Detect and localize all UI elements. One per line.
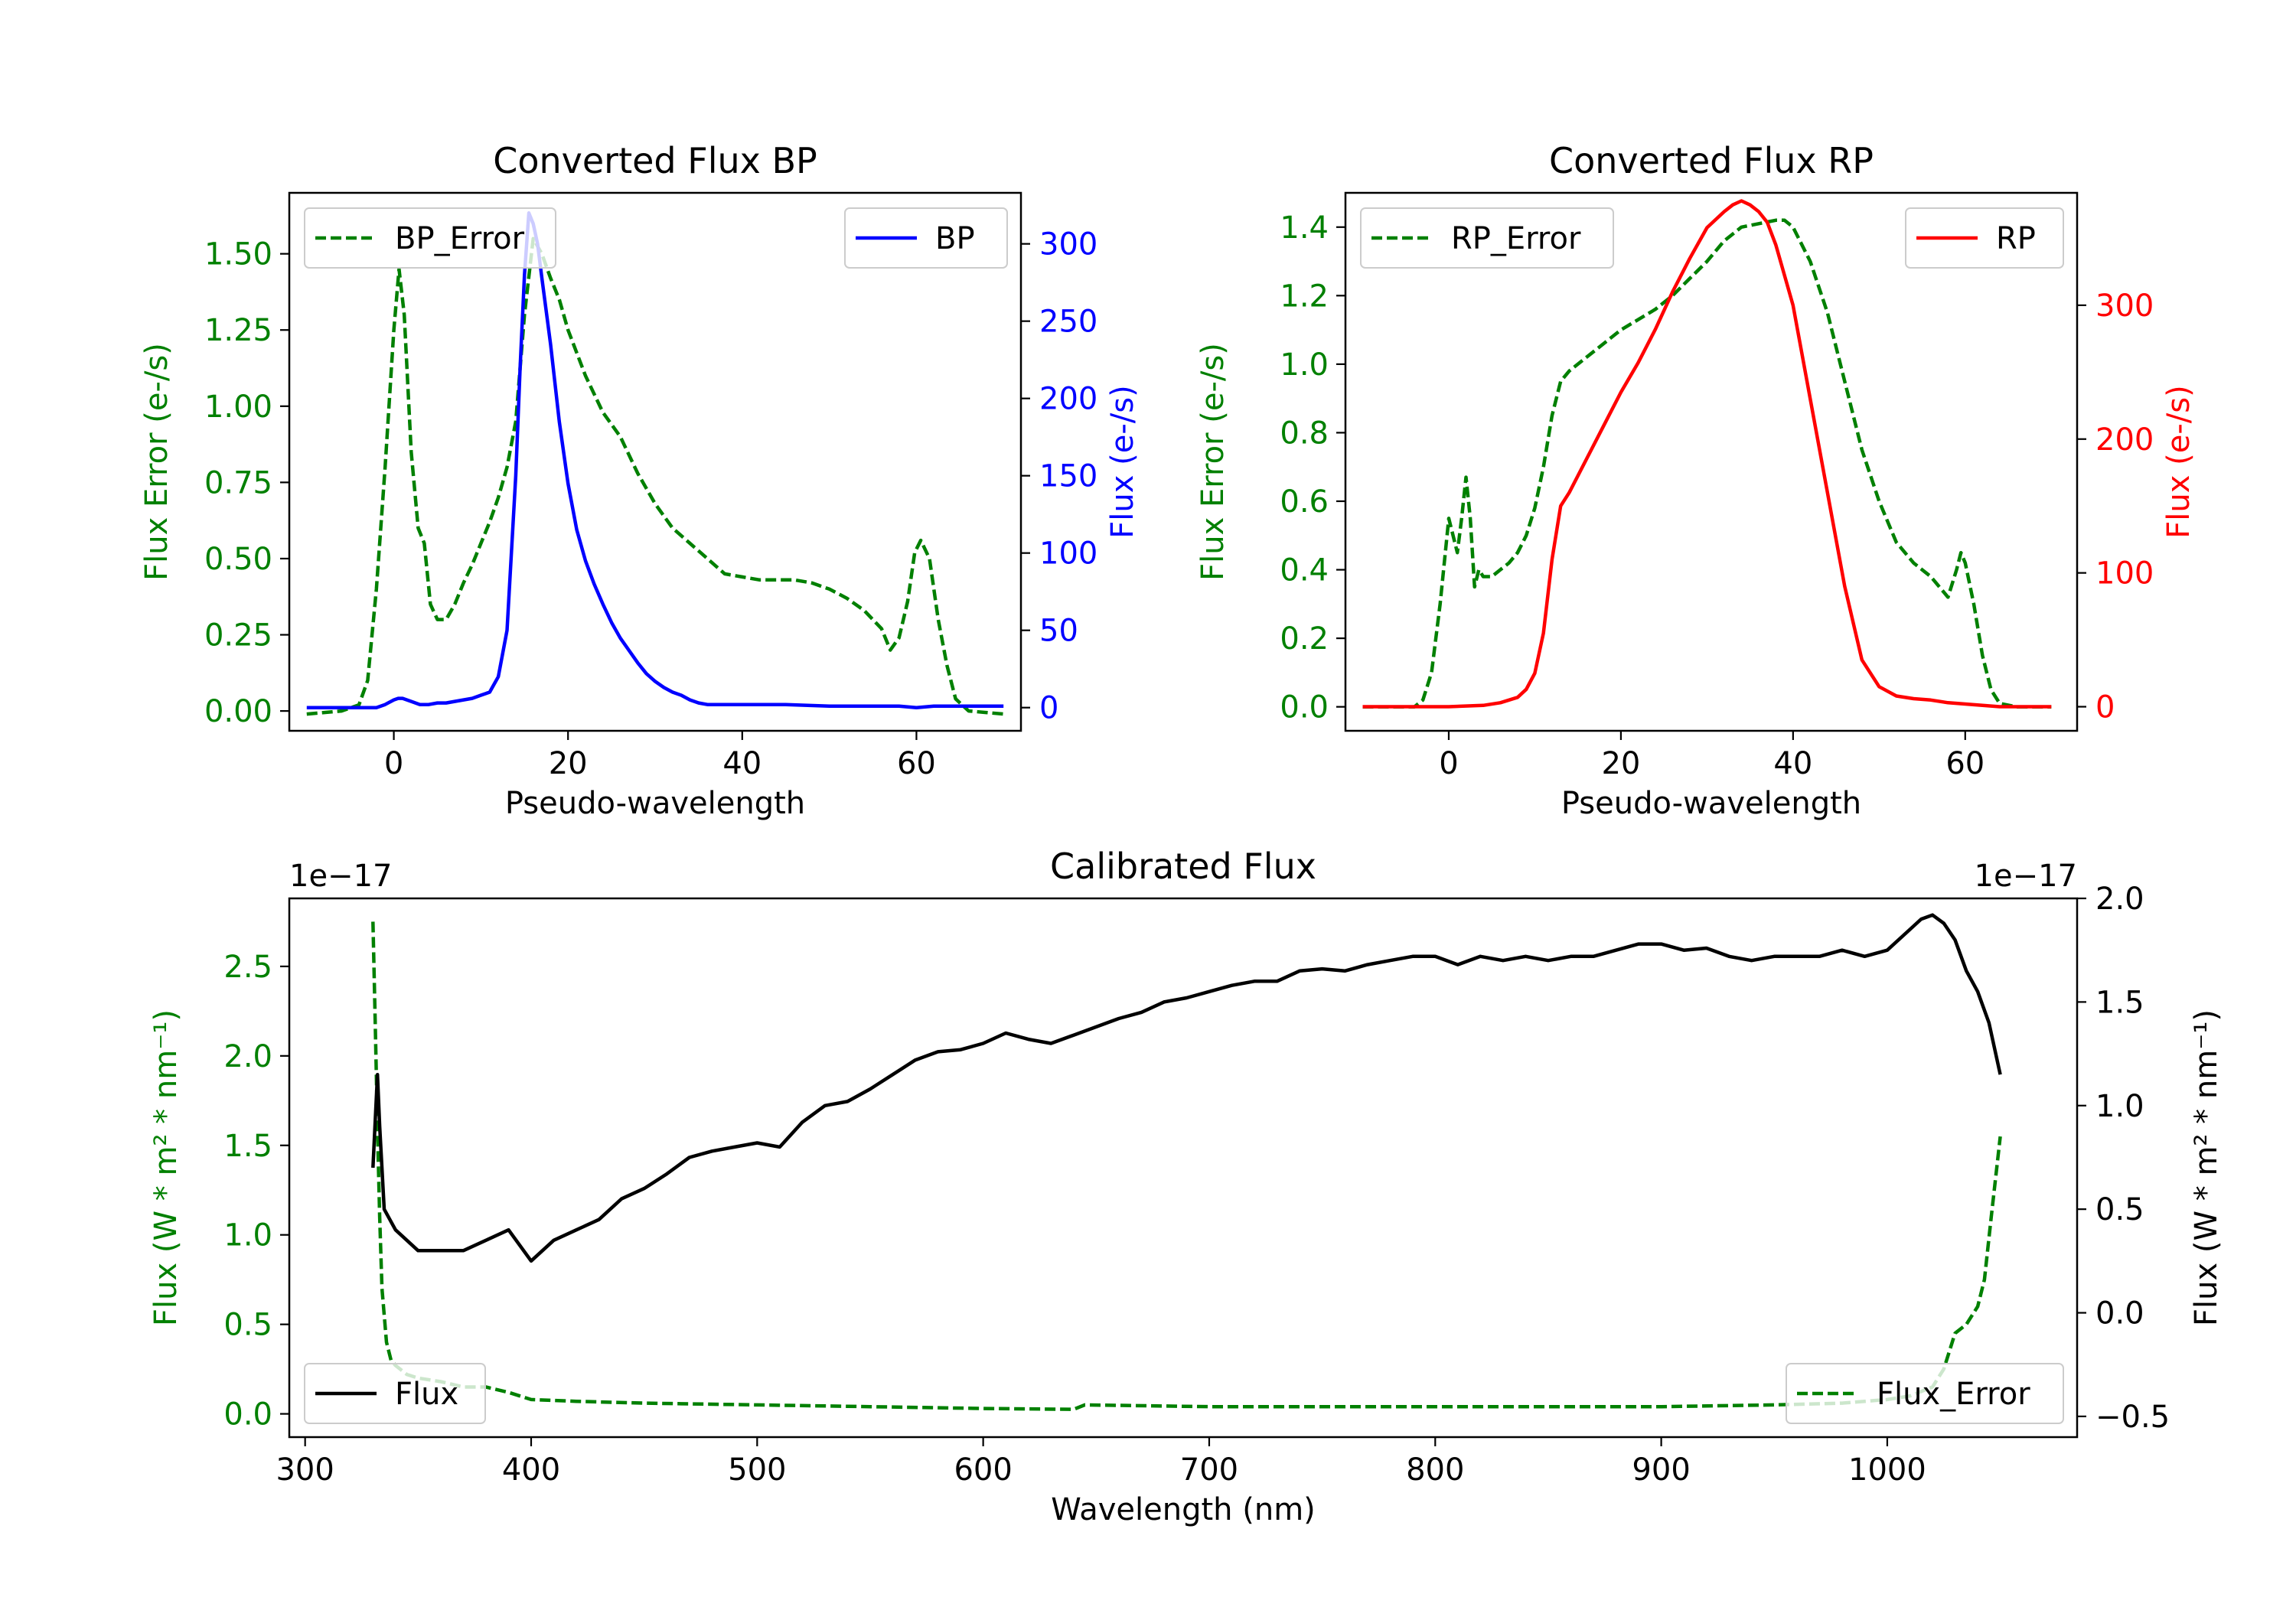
left-tick-label: 1.00 (204, 390, 272, 425)
left-tick-label: 0.75 (204, 465, 272, 500)
chart-rp: 0 20 40 60 0.0 0.2 0.4 0.6 0.8 1.0 1.2 1.4 0 100 200 30… (1195, 140, 2197, 821)
left-tick-label: 0.25 (204, 618, 272, 654)
right-tick-label: 0 (2095, 690, 2115, 725)
left-tick-label: 0.4 (1280, 553, 1329, 588)
legend-flux: Flux (304, 1363, 486, 1424)
left-tick-label: 0.0 (223, 1397, 272, 1433)
left-axis-label: Flux Error (e-/s) (139, 343, 174, 581)
legend-box (304, 1363, 486, 1424)
x-tick-label: 0 (384, 746, 403, 781)
left-tick-label: 0.2 (1280, 621, 1329, 657)
chart-title: Converted Flux RP (1549, 140, 1874, 181)
x-tick-label: 1000 (1848, 1452, 1926, 1488)
left-tick-label: 0.8 (1280, 416, 1329, 451)
right-tick-label: 1.5 (2095, 985, 2144, 1020)
left-tick-label: 1.4 (1280, 210, 1329, 246)
left-tick-label: 1.0 (223, 1218, 272, 1253)
legend-label: BP (935, 221, 975, 256)
legend-bp: BP (844, 207, 1008, 269)
legend-label: Flux_Error (1877, 1377, 2030, 1412)
right-tick-label: 200 (2095, 422, 2154, 458)
right-tick-label: 2.0 (2095, 882, 2144, 917)
right-axis-label: Flux (W * m² * nm⁻¹) (2189, 1009, 2224, 1326)
legend-box (1360, 207, 1614, 269)
right-tick-label: 0.5 (2095, 1192, 2144, 1227)
right-tick-label: 300 (1039, 227, 1097, 262)
x-tick-label: 400 (502, 1452, 560, 1488)
right-tick-label: 300 (2095, 288, 2154, 324)
x-tick-label: 300 (276, 1452, 334, 1488)
legend-box (1786, 1363, 2064, 1424)
x-axis-label: Pseudo-wavelength (1561, 786, 1861, 821)
x-tick-label: 40 (1773, 746, 1812, 781)
x-tick-label: 600 (954, 1452, 1012, 1488)
left-tick-label: 0.00 (204, 694, 272, 729)
legend-rp: RP (1905, 207, 2064, 269)
chart-title: Calibrated Flux (1050, 846, 1316, 887)
series-rp-error (1362, 218, 2052, 709)
x-tick-label: 700 (1180, 1452, 1238, 1488)
right-tick-label: 150 (1039, 459, 1097, 494)
x-tick-label: 20 (549, 746, 588, 781)
x-axis-label: Pseudo-wavelength (505, 786, 805, 821)
left-tick-label: 1.2 (1280, 279, 1329, 314)
legend-flux-error: Flux_Error (1786, 1363, 2064, 1424)
x-tick-label: 20 (1601, 746, 1640, 781)
x-tick-label: 60 (1945, 746, 1985, 781)
legend-box (844, 207, 1008, 269)
right-tick-label: 0 (1039, 691, 1058, 726)
left-offset-text: 1e−17 (289, 859, 392, 894)
legend-label: RP (1996, 221, 2036, 256)
series-bp (306, 211, 1004, 709)
chart-cal: 300 400 500 600 700 800 900 1000 0.0 0.5 1.0 1.5 2.0… (148, 846, 2224, 1527)
x-tick-label: 60 (897, 746, 936, 781)
axes-frame (288, 897, 2079, 1439)
legend-bp-error: BP_Error (304, 207, 556, 269)
right-tick-label: 50 (1039, 614, 1078, 649)
chart-title: Converted Flux BP (493, 140, 817, 181)
chart-bp: 0 20 40 60 0.00 0.25 0.50 0.75 1.00 1.25 1.50 0 50 10… (139, 140, 1140, 821)
legend-label: RP_Error (1451, 221, 1581, 256)
x-tick-label: 800 (1406, 1452, 1464, 1488)
legend-rp-error: RP_Error (1360, 207, 1614, 269)
right-tick-label: 1.0 (2095, 1089, 2144, 1124)
axes-frame (1344, 191, 2079, 732)
left-tick-label: 2.5 (223, 950, 272, 985)
left-tick-label: 2.0 (223, 1039, 272, 1074)
left-axis-label: Flux (W * m² * nm⁻¹) (148, 1009, 184, 1326)
legend-box (1905, 207, 2064, 269)
x-tick-label: 500 (728, 1452, 786, 1488)
right-offset-text: 1e−17 (1975, 859, 2077, 894)
right-axis-label: Flux (e-/s) (1105, 385, 1140, 538)
left-tick-label: 0.0 (1280, 690, 1329, 725)
right-tick-label: 100 (1039, 536, 1097, 572)
right-tick-label: 0.0 (2095, 1296, 2144, 1332)
left-tick-label: 0.5 (223, 1308, 272, 1343)
right-tick-label: −0.5 (2095, 1400, 2170, 1435)
left-tick-label: 1.0 (1280, 347, 1329, 383)
x-tick-label: 900 (1632, 1452, 1690, 1488)
x-axis-label: Wavelength (nm) (1051, 1492, 1316, 1527)
legend-box (304, 207, 556, 269)
left-tick-label: 0.50 (204, 542, 272, 577)
left-tick-label: 0.6 (1280, 484, 1329, 520)
series-flux (371, 913, 2002, 1263)
axes-frame (288, 191, 1022, 732)
x-tick-label: 40 (722, 746, 762, 781)
right-axis-label: Flux (e-/s) (2161, 385, 2197, 538)
series-rp (1362, 199, 2052, 709)
left-tick-label: 1.5 (223, 1129, 272, 1164)
left-axis-label: Flux Error (e-/s) (1195, 343, 1231, 581)
right-tick-label: 250 (1039, 305, 1097, 340)
legend-label: Flux (395, 1377, 458, 1412)
series-bp-error (306, 236, 1004, 716)
left-tick-label: 1.50 (204, 237, 272, 272)
legend-label: BP_Error (395, 221, 525, 256)
series-flux-error (371, 921, 2002, 1411)
left-tick-label: 1.25 (204, 313, 272, 348)
x-tick-label: 0 (1439, 746, 1458, 781)
right-tick-label: 200 (1039, 382, 1097, 417)
right-tick-label: 100 (2095, 556, 2154, 592)
